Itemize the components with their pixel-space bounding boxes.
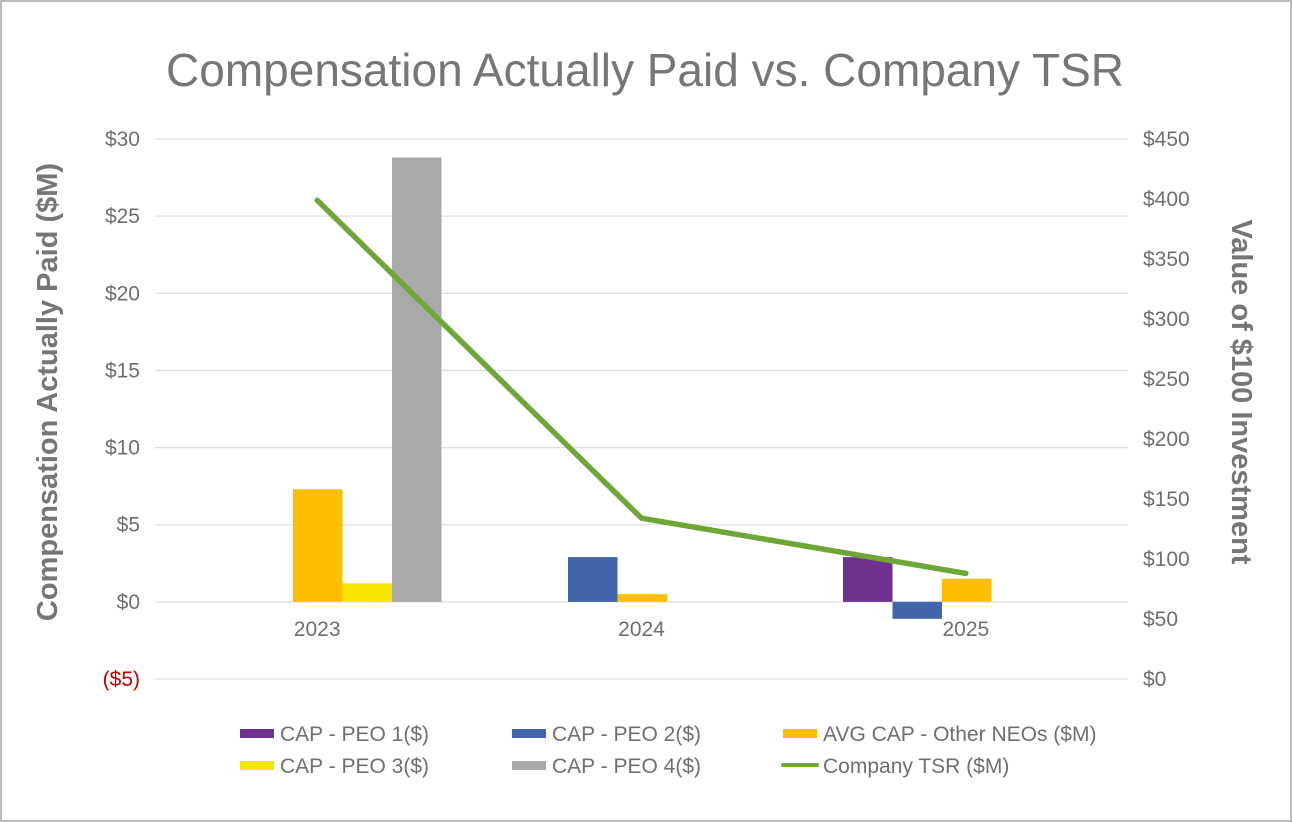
y-tick-label: $5 (117, 514, 140, 537)
x-axis-ticks: 2023 2024 2025 (294, 618, 989, 641)
bar-avg-cap-other-neos-m-2024 (617, 594, 667, 602)
bars (293, 157, 992, 619)
legend-swatch (512, 761, 546, 770)
legend-label: CAP - PEO 4($) (552, 755, 701, 778)
legend-swatch (240, 761, 274, 770)
y2-tick-label: $50 (1143, 608, 1178, 631)
y2-tick-label: $100 (1143, 548, 1190, 571)
y2-axis-title: Value of $100 Investment (1225, 220, 1257, 565)
tsr-line-layer (314, 197, 969, 577)
bar-cap-peo-4-2023 (392, 157, 442, 602)
y-tick-label: $15 (105, 359, 140, 382)
y2-tick-label: $350 (1143, 248, 1190, 271)
y2-tick-label: $250 (1143, 368, 1190, 391)
legend-label: CAP - PEO 3($) (280, 755, 429, 778)
y-axis-ticks: $30 $25 $20 $15 $10 $5 $0 ($5) (103, 128, 140, 691)
bar-cap-peo-2-2024 (568, 557, 618, 602)
legend-label: Company TSR ($M) (823, 755, 1009, 778)
bar-cap-peo-3-2023 (342, 583, 392, 602)
legend-swatch (240, 729, 274, 738)
x-tick-label: 2024 (618, 618, 665, 641)
legend-label: CAP - PEO 1($) (280, 723, 429, 746)
chart-title: Compensation Actually Paid vs. Company T… (166, 44, 1124, 96)
y2-tick-label: $200 (1143, 428, 1190, 451)
bar-cap-peo-1-2025 (843, 557, 893, 602)
x-tick-label: 2023 (294, 618, 341, 641)
y-tick-label: $0 (117, 591, 140, 614)
y2-tick-label: $400 (1143, 188, 1190, 211)
bar-avg-cap-other-neos-m-2025 (942, 578, 992, 602)
y2-tick-label: $450 (1143, 128, 1190, 151)
y-tick-label: $20 (105, 282, 140, 305)
y2-tick-label: $300 (1143, 308, 1190, 331)
legend-label: CAP - PEO 2($) (552, 723, 701, 746)
bar-cap-peo-2-2025 (892, 601, 942, 619)
y-tick-label: $30 (105, 128, 140, 151)
legend-swatch (783, 729, 817, 738)
legend-label: AVG CAP - Other NEOs ($M) (823, 723, 1096, 746)
y-axis-title: Compensation Actually Paid ($M) (32, 163, 64, 621)
bar-avg-cap-other-neos-m-2023 (293, 489, 343, 602)
y-tick-label: ($5) (103, 668, 140, 691)
y2-axis-ticks: $450 $400 $350 $300 $250 $200 $150 $100 $50 $0 (1143, 128, 1190, 691)
y2-tick-label: $150 (1143, 488, 1190, 511)
y-tick-label: $10 (105, 437, 140, 460)
legend-swatch (512, 729, 546, 738)
y-tick-label: $25 (105, 205, 140, 228)
x-tick-label: 2025 (942, 618, 989, 641)
y2-tick-label: $0 (1143, 668, 1166, 691)
legend: CAP - PEO 1($) CAP - PEO 2($) AVG CAP - Ot… (240, 723, 1096, 778)
